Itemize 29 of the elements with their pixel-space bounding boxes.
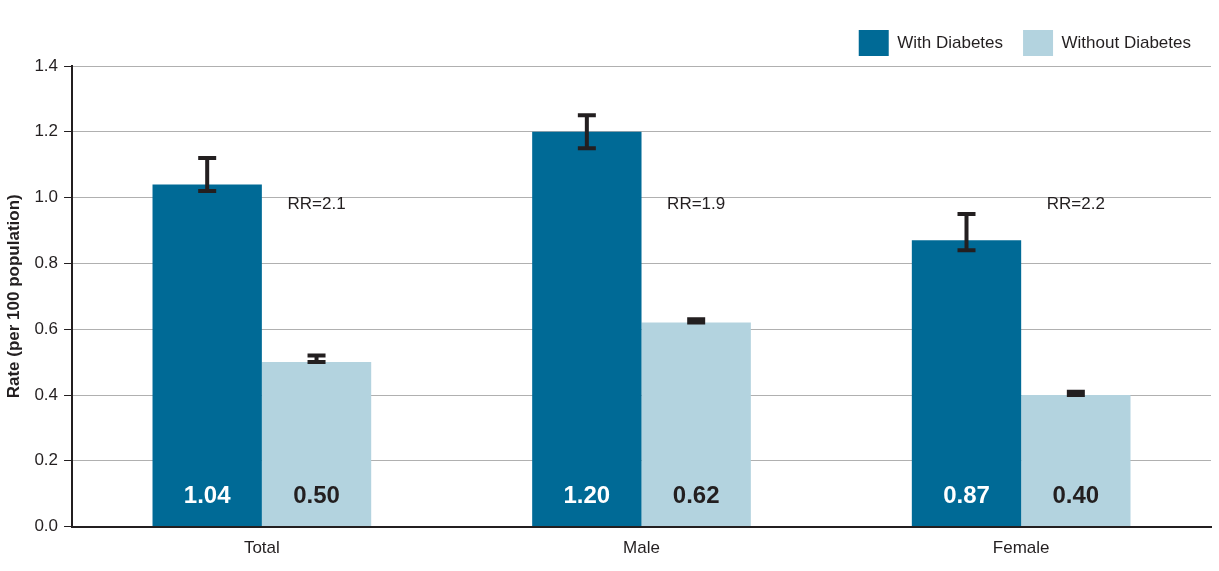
y-tick-label: 1.0 [34, 187, 59, 207]
data-label: 0.87 [943, 481, 990, 509]
y-tick-label: 1.2 [34, 121, 59, 141]
data-label: 1.20 [563, 481, 611, 509]
y-tick-label: 0.4 [34, 384, 59, 404]
data-label: 0.50 [293, 481, 340, 509]
bar [641, 322, 751, 527]
bar [1021, 395, 1131, 527]
x-tick-label: Male [623, 538, 660, 558]
x-tick-label: Total [243, 538, 280, 558]
bar [261, 362, 372, 527]
annotation: RR=2.2 [1046, 193, 1105, 213]
data-label: 0.40 [1052, 481, 1100, 509]
data-label: 0.62 [672, 481, 720, 509]
y-tick-label: 0.2 [34, 450, 59, 470]
legend-label: With Diabetes [897, 32, 1004, 52]
y-axis-title: Rate (per 100 population) [3, 194, 23, 399]
annotation: RR=1.9 [667, 193, 726, 213]
y-tick-label: 0.0 [34, 516, 59, 536]
data-label: 1.04 [183, 481, 232, 509]
y-tick-label: 1.4 [34, 55, 59, 75]
bar [911, 240, 1022, 527]
y-tick-label: 0.8 [34, 253, 59, 273]
bar [152, 184, 262, 527]
bar [532, 131, 642, 527]
legend-label: Without Diabetes [1061, 32, 1191, 52]
annotation: RR=2.1 [287, 193, 346, 213]
y-tick-label: 0.6 [34, 318, 59, 338]
x-tick-label: Female [992, 538, 1050, 558]
